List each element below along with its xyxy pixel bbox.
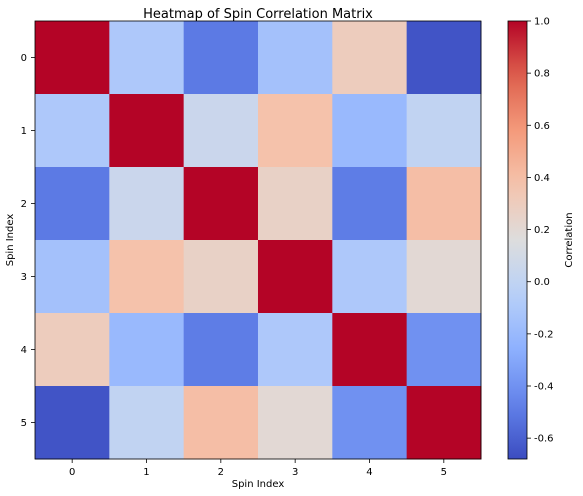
heatmap-cell-3-2: [183, 240, 259, 314]
y-tick-label-4: 4: [21, 345, 27, 356]
heatmap-cell-4-1: [109, 313, 185, 387]
heatmap-cell-0-3: [257, 21, 333, 95]
heatmap-cell-0-4: [332, 21, 408, 95]
heatmap-cell-3-4: [332, 240, 408, 314]
heatmap-cell-3-3: [257, 240, 333, 314]
colorbar-tick-label-4: 0.2: [534, 225, 550, 236]
colorbar-ticks: -0.6 -0.4 -0.2 0.0 0.2 0.4 0.6 0.8 1.0: [527, 17, 554, 445]
heatmap-cell-5-5: [406, 386, 482, 460]
y-tick-label-3: 3: [21, 272, 27, 283]
heatmap-cell-4-4: [332, 313, 408, 387]
heatmap-cell-4-5: [406, 313, 482, 387]
heatmap-cell-0-2: [183, 21, 259, 95]
heatmap-cell-2-3: [257, 167, 333, 241]
x-axis-label: Spin Index: [232, 479, 285, 490]
x-tick-label-2: 2: [218, 467, 224, 478]
y-tick-label-5: 5: [21, 418, 27, 429]
heatmap-cell-2-4: [332, 167, 408, 241]
heatmap-cell-1-5: [406, 94, 482, 168]
colorbar-tick-label-1: -0.4: [534, 382, 554, 393]
heatmap-cell-3-5: [406, 240, 482, 314]
colorbar-label: Correlation: [564, 212, 575, 267]
x-tick-label-3: 3: [292, 467, 298, 478]
y-tick-label-1: 1: [21, 126, 27, 137]
chart-title: Heatmap of Spin Correlation Matrix: [143, 7, 373, 22]
x-tick-label-5: 5: [441, 467, 447, 478]
y-axis-label: Spin Index: [5, 214, 16, 267]
heatmap-cell-1-1: [109, 94, 185, 168]
colorbar-tick-label-5: 0.4: [534, 173, 550, 184]
heatmap-cell-5-3: [257, 386, 333, 460]
heatmap-cell-5-2: [183, 386, 259, 460]
heatmap-cell-2-0: [35, 167, 110, 241]
heatmap-cell-4-2: [183, 313, 259, 387]
heatmap-cell-2-1: [109, 167, 185, 241]
colorbar-tick-label-0: -0.6: [534, 434, 554, 445]
x-tick-label-1: 1: [143, 467, 149, 478]
heatmap-cell-4-3: [257, 313, 333, 387]
heatmap-cell-1-4: [332, 94, 408, 168]
heatmap-cell-2-2: [183, 167, 259, 241]
y-axis-ticks: 0 1 2 3 4 5: [21, 53, 35, 429]
heatmap-cell-1-3: [257, 94, 333, 168]
x-axis-ticks: 0 1 2 3 4 5: [69, 459, 447, 478]
heatmap-cell-1-0: [35, 94, 110, 168]
colorbar: [507, 20, 528, 460]
heatmap-cell-3-1: [109, 240, 185, 314]
heatmap-cell-0-5: [406, 21, 482, 95]
y-tick-label-0: 0: [21, 53, 27, 64]
heatmap-cell-1-2: [183, 94, 259, 168]
heatmap-cell-2-5: [406, 167, 482, 241]
heatmap-cell-5-4: [332, 386, 408, 460]
heatmap-cells: [34, 20, 482, 460]
x-tick-label-0: 0: [69, 467, 75, 478]
heatmap-cell-5-0: [35, 386, 110, 460]
colorbar-tick-label-3: 0.0: [534, 277, 550, 288]
heatmap-cell-0-0: [35, 21, 110, 95]
colorbar-tick-label-6: 0.6: [534, 121, 550, 132]
heatmap-cell-0-1: [109, 21, 185, 95]
heatmap-cell-3-0: [35, 240, 110, 314]
colorbar-tick-label-8: 1.0: [534, 17, 550, 28]
x-tick-label-4: 4: [366, 467, 372, 478]
plot-frame: [34, 20, 482, 460]
colorbar-tick-label-7: 0.8: [534, 69, 550, 80]
heatmap-cell-4-0: [35, 313, 110, 387]
y-tick-label-2: 2: [21, 199, 27, 210]
heatmap-cell-5-1: [109, 386, 185, 460]
colorbar-tick-label-2: -0.2: [534, 329, 554, 340]
